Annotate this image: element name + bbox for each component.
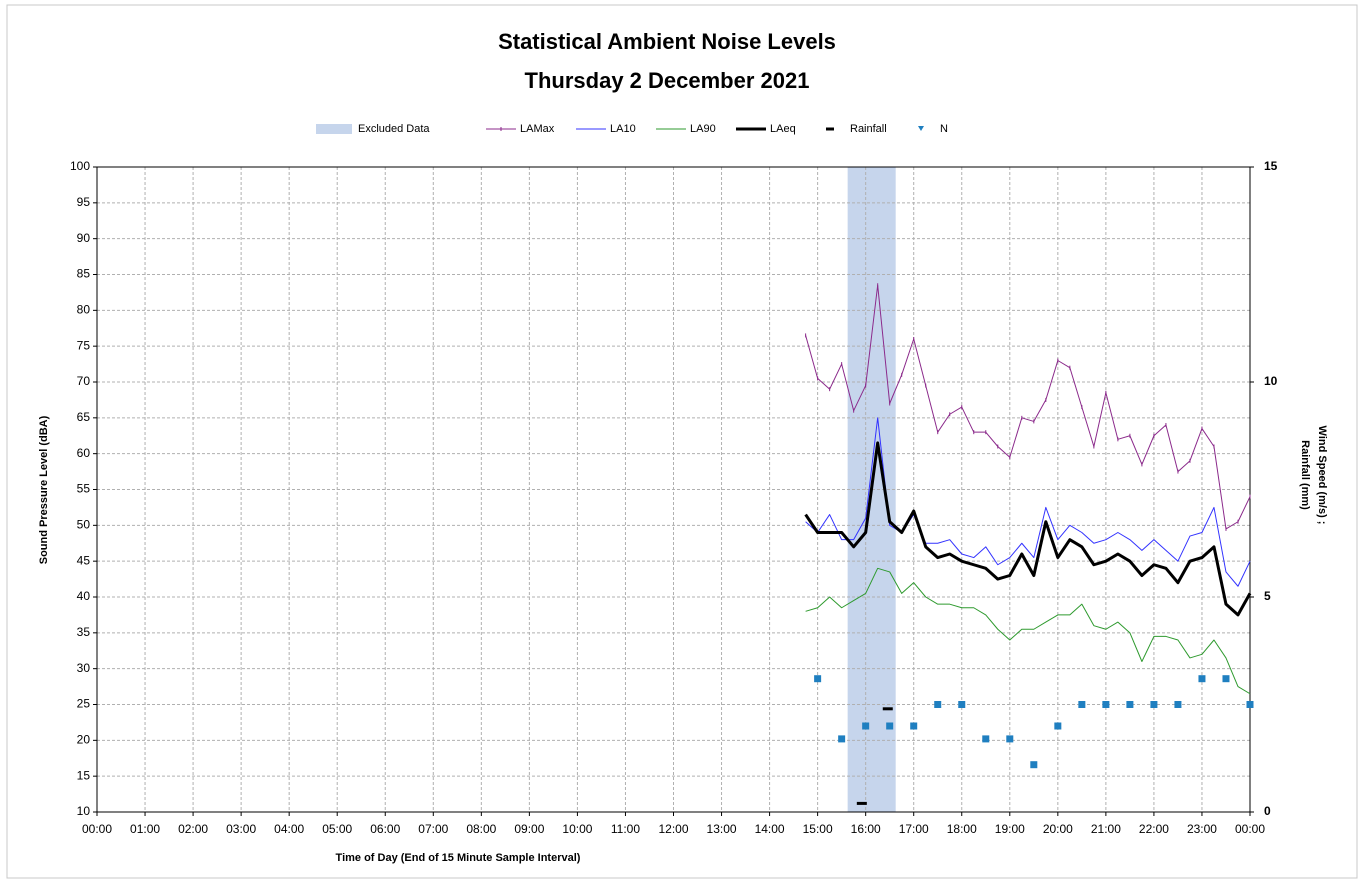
x-tick-label: 09:00 [514, 822, 544, 836]
y-tick-label: 15 [77, 768, 91, 782]
x-tick-label: 18:00 [947, 822, 977, 836]
legend-label: Excluded Data [358, 123, 430, 135]
point-marker [1054, 722, 1062, 730]
legend-label: LA10 [610, 123, 636, 135]
point-marker [1246, 701, 1254, 708]
y-tick-label: 70 [77, 374, 91, 388]
y-tick-label: 50 [77, 518, 91, 532]
x-tick-label: 00:00 [1235, 822, 1265, 836]
legend-swatch [316, 124, 352, 134]
y2-tick-label: 10 [1264, 374, 1278, 388]
x-tick-label: 04:00 [274, 822, 304, 836]
x-tick-label: 08:00 [466, 822, 496, 836]
y-tick-label: 60 [77, 446, 91, 460]
x-tick-label: 14:00 [755, 822, 785, 836]
y-tick-label: 85 [77, 267, 91, 281]
point-marker [856, 801, 867, 805]
x-tick-label: 00:00 [82, 822, 112, 836]
legend-label: LAeq [770, 123, 796, 135]
point-marker [838, 735, 846, 743]
y-tick-label: 25 [77, 697, 91, 711]
x-tick-label: 03:00 [226, 822, 256, 836]
legend-swatch [918, 126, 924, 131]
y-tick-label: 100 [70, 159, 90, 173]
point-marker [958, 701, 966, 708]
y-tick-label: 90 [77, 231, 91, 245]
y-tick-label: 55 [77, 482, 91, 496]
x-tick-label: 20:00 [1043, 822, 1073, 836]
y-tick-label: 10 [77, 804, 91, 818]
point-marker [1078, 701, 1086, 708]
y2-axis-title: Rainfall (mm) [1299, 440, 1311, 510]
y-tick-label: 45 [77, 553, 91, 567]
point-marker [882, 707, 893, 711]
point-marker [862, 722, 870, 730]
chart-title: Statistical Ambient Noise Levels [498, 29, 836, 54]
x-tick-label: 23:00 [1187, 822, 1217, 836]
x-axis-title: Time of Day (End of 15 Minute Sample Int… [336, 852, 581, 864]
y-tick-label: 75 [77, 338, 91, 352]
y-tick-label: 95 [77, 195, 91, 209]
x-tick-label: 13:00 [707, 822, 737, 836]
series-line [805, 417, 1251, 587]
point-marker [1102, 701, 1110, 708]
point-marker [1198, 675, 1206, 683]
x-tick-label: 22:00 [1139, 822, 1169, 836]
x-tick-label: 19:00 [995, 822, 1025, 836]
legend-label: LA90 [690, 123, 716, 135]
point-marker [1126, 701, 1134, 708]
x-tick-label: 21:00 [1091, 822, 1121, 836]
point-marker [886, 722, 894, 730]
x-tick-label: 05:00 [322, 822, 352, 836]
x-tick-label: 11:00 [611, 822, 640, 836]
y2-tick-label: 0 [1264, 804, 1271, 818]
legend-label: Rainfall [850, 123, 887, 135]
y-tick-label: 30 [77, 661, 91, 675]
x-tick-label: 06:00 [370, 822, 400, 836]
y2-tick-label: 15 [1264, 159, 1278, 173]
series-line [805, 284, 1251, 530]
point-marker [910, 722, 918, 730]
x-tick-label: 16:00 [851, 822, 881, 836]
x-tick-label: 10:00 [562, 822, 592, 836]
y-tick-label: 40 [77, 589, 91, 603]
x-tick-label: 17:00 [899, 822, 929, 836]
x-tick-label: 02:00 [178, 822, 208, 836]
point-marker [1030, 761, 1038, 769]
y-tick-label: 35 [77, 625, 91, 639]
point-marker [1006, 735, 1014, 743]
y-tick-label: 65 [77, 410, 91, 424]
point-marker [1222, 675, 1230, 683]
point-marker [814, 675, 822, 683]
x-tick-label: 12:00 [658, 822, 688, 836]
point-marker [934, 701, 942, 708]
x-tick-label: 15:00 [803, 822, 833, 836]
point-marker [1174, 701, 1182, 708]
series-line [804, 441, 1252, 617]
y2-axis-title: Wind Speed (m/s) ; [1316, 426, 1328, 525]
legend-label: LAMax [520, 123, 555, 135]
y-axis-title: Sound Pressure Level (dBA) [38, 415, 50, 564]
plot-border [96, 166, 1251, 813]
x-tick-label: 01:00 [130, 822, 160, 836]
y2-tick-label: 5 [1264, 589, 1271, 603]
x-tick-label: 07:00 [418, 822, 448, 836]
legend-label: N [940, 123, 948, 135]
chart-frame [6, 4, 1358, 879]
y-tick-label: 80 [77, 303, 91, 317]
legend-swatch [826, 127, 834, 131]
point-marker [982, 735, 990, 743]
point-marker [1150, 701, 1158, 708]
y-tick-label: 20 [77, 733, 91, 747]
chart-subtitle: Thursday 2 December 2021 [525, 68, 810, 93]
series-line [805, 567, 1251, 695]
